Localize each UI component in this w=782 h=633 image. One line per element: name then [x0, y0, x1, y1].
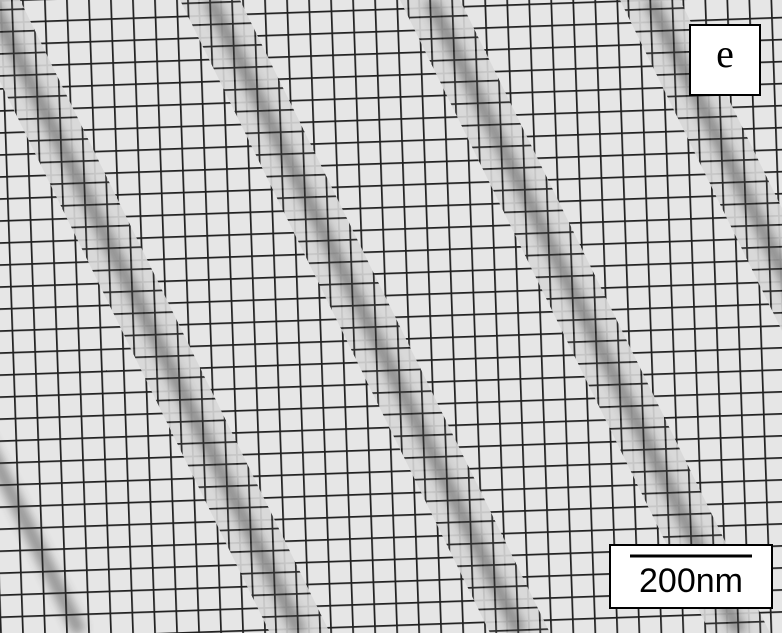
- scale-bar-label: 200nm: [639, 562, 743, 600]
- panel-label-box: [689, 24, 761, 96]
- panel-label: e: [716, 31, 734, 76]
